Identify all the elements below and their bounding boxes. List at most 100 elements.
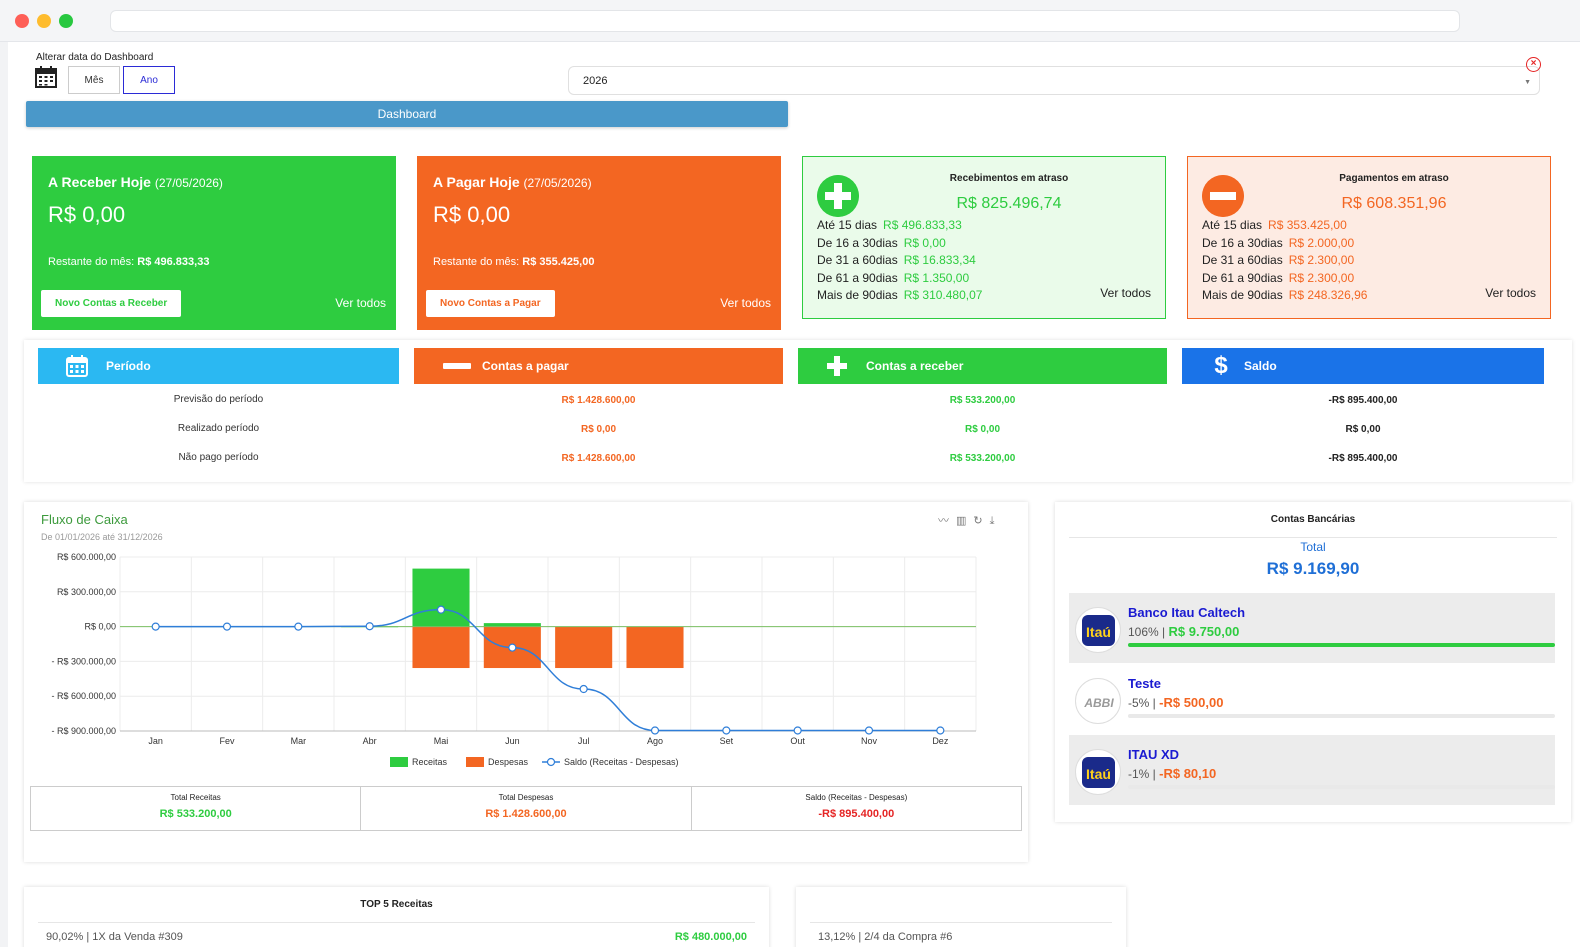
abbi-logo: ABBI bbox=[1075, 678, 1121, 724]
x-tick-label: Fev bbox=[219, 736, 235, 746]
payable-value: R$ 1.428.600,00 bbox=[561, 395, 636, 406]
download-icon[interactable]: ⤓ bbox=[989, 515, 1002, 527]
late-receipts-list: Até 15 dias R$ 496.833,33 De 16 a 30dias R… bbox=[817, 217, 982, 305]
minimize-window-button[interactable] bbox=[37, 14, 51, 28]
dollar-icon: $ bbox=[1214, 352, 1228, 379]
total-balance: Saldo (Receitas - Despesas) -R$ 895.400,… bbox=[805, 793, 908, 820]
cash-flow-panel: Fluxo de Caixa De 01/01/2026 até 31/12/2… bbox=[24, 502, 1028, 862]
bank-accounts-title: Contas Bancárias bbox=[1270, 514, 1356, 525]
y-tick-label: R$ 600.000,00 bbox=[57, 552, 116, 562]
bank-info: -5% | -R$ 500,00 bbox=[1128, 695, 1224, 710]
top5-income-title: TOP 5 Receitas bbox=[360, 899, 433, 910]
year-select[interactable]: 2026 ▼ bbox=[568, 66, 1540, 95]
late-payments-row: De 31 a 60dias R$ 2.300,00 bbox=[1202, 253, 1355, 267]
date-change-label: Alterar data do Dashboard bbox=[36, 52, 154, 63]
bank-info: -1% | -R$ 80,10 bbox=[1128, 766, 1217, 781]
x-tick-label: Set bbox=[720, 736, 734, 746]
bank-share-bar bbox=[1128, 643, 1555, 647]
legend-label: Despesas bbox=[488, 757, 529, 767]
top5-expense-row: 13,12% | 2/4 da Compra #6 bbox=[818, 931, 953, 943]
bar-despesas bbox=[555, 626, 613, 669]
late-receipts-row: Até 15 dias R$ 496.833,33 bbox=[817, 218, 962, 232]
bank-name: ITAU XD bbox=[1128, 747, 1180, 762]
legend-label: Receitas bbox=[412, 757, 448, 767]
month-mode-button[interactable]: Mês bbox=[68, 66, 120, 94]
late-payments-row: Mais de 90dias R$ 248.326,96 bbox=[1202, 288, 1368, 302]
bank-total-value: R$ 9.169,90 bbox=[1266, 559, 1360, 578]
late-receipts-row: De 61 a 90dias R$ 1.350,00 bbox=[817, 270, 970, 285]
pay-today-amount: R$ 0,00 bbox=[433, 202, 511, 227]
late-payments-see-all-link[interactable]: Ver todos bbox=[1485, 286, 1536, 300]
late-payments-title: Pagamentos em atraso bbox=[1339, 173, 1449, 184]
legend-swatch bbox=[390, 757, 408, 767]
title-bar bbox=[0, 0, 1580, 42]
balance-point bbox=[151, 622, 160, 631]
y-tick-label: R$ 0,00 bbox=[84, 622, 116, 632]
svg-text:Itaú: Itaú bbox=[1086, 624, 1111, 640]
late-receipts-amount: R$ 825.496,74 bbox=[956, 195, 1062, 212]
x-tick-label: Mar bbox=[291, 736, 307, 746]
top5-expense-panel: 13,12% | 2/4 da Compra #6 bbox=[796, 887, 1126, 947]
pay-today-card: A Pagar Hoje (27/05/2026) R$ 0,00 Restan… bbox=[417, 156, 781, 330]
bank-total-label: Total bbox=[1300, 540, 1326, 554]
pay-see-all-link[interactable]: Ver todos bbox=[720, 296, 771, 310]
close-window-button[interactable] bbox=[15, 14, 29, 28]
receive-month-rest: Restante do mês: R$ 496.833,33 bbox=[48, 256, 210, 268]
late-payments-list: Até 15 dias R$ 353.425,00 De 16 a 30dias R… bbox=[1202, 217, 1367, 305]
payable-header: Contas a pagar bbox=[414, 348, 783, 384]
late-payments-amount: R$ 608.351,96 bbox=[1341, 195, 1447, 212]
balance-point bbox=[722, 726, 731, 735]
balance-point bbox=[650, 726, 660, 735]
top5-income-panel: TOP 5 Receitas 90,02% | 1X da Venda #309… bbox=[24, 887, 769, 947]
year-mode-button[interactable]: Ano bbox=[123, 66, 175, 94]
divider bbox=[38, 922, 755, 923]
minus-icon bbox=[443, 363, 471, 369]
bar-receitas bbox=[483, 623, 541, 627]
bar-despesas bbox=[626, 626, 684, 669]
y-tick-label: - R$ 300.000,00 bbox=[51, 656, 116, 666]
new-receivable-button[interactable]: Novo Contas a Receber bbox=[41, 290, 182, 317]
late-payments-card: Pagamentos em atraso R$ 608.351,96 Até 1… bbox=[1187, 156, 1551, 319]
calendar-icon[interactable] bbox=[35, 66, 57, 88]
chart-subtitle: De 01/01/2026 até 31/12/2026 bbox=[41, 532, 163, 542]
period-header: Período bbox=[38, 348, 399, 384]
receive-see-all-link[interactable]: Ver todos bbox=[335, 296, 386, 310]
x-tick-label: Jun bbox=[505, 736, 520, 746]
calendar-icon bbox=[66, 355, 88, 377]
cash-flow-chart: R$ 600.000,00 R$ 300.000,00 R$ 0,00 - R$ 30… bbox=[51, 552, 977, 767]
plus-icon bbox=[817, 175, 859, 217]
receive-today-card: A Receber Hoje (27/05/2026) R$ 0,00 Rest… bbox=[32, 156, 396, 330]
balance-point bbox=[508, 643, 517, 652]
bank-account-item[interactable]: ABBI Teste -5% | -R$ 500,00 bbox=[1069, 664, 1555, 734]
balance-header: $ Saldo bbox=[1182, 348, 1544, 384]
clear-icon[interactable]: × bbox=[1526, 57, 1541, 72]
chevron-down-icon: ▼ bbox=[1524, 79, 1531, 86]
late-receipts-row: De 31 a 60dias R$ 16.833,34 bbox=[817, 253, 976, 267]
address-bar[interactable] bbox=[110, 10, 1460, 32]
bank-name: Teste bbox=[1128, 676, 1161, 691]
svg-text:ABBI: ABBI bbox=[1083, 696, 1114, 710]
balance-value: -R$ 895.400,00 bbox=[1328, 395, 1398, 406]
late-payments-row: De 16 a 30dias R$ 2.000,00 bbox=[1202, 235, 1355, 250]
maximize-window-button[interactable] bbox=[59, 14, 73, 28]
tab-dashboard[interactable]: Dashboard bbox=[26, 101, 788, 127]
receivable-value: R$ 533.200,00 bbox=[949, 395, 1016, 406]
bar-chart-icon[interactable]: ▥ bbox=[956, 515, 974, 527]
balance-value: -R$ 895.400,00 bbox=[1328, 453, 1398, 464]
line-chart-icon[interactable]: 〰 bbox=[938, 515, 956, 527]
balance-point bbox=[222, 622, 232, 631]
refresh-icon[interactable]: ↻ bbox=[973, 515, 990, 527]
bank-account-item[interactable]: Itaú Banco Itau Caltech 106% | R$ 9.750,… bbox=[1069, 593, 1555, 663]
new-payable-button[interactable]: Novo Contas a Pagar bbox=[426, 290, 555, 317]
chart-toolbar: 〰▥↻⤓ bbox=[938, 512, 1002, 528]
svg-text:Itaú: Itaú bbox=[1086, 766, 1111, 782]
bank-account-item[interactable]: Itaú ITAU XD -1% | -R$ 80,10 bbox=[1069, 735, 1555, 805]
x-tick-label: Dez bbox=[932, 736, 949, 746]
late-receipts-row: Mais de 90dias R$ 310.480,07 bbox=[817, 288, 983, 302]
late-payments-row: Até 15 dias R$ 353.425,00 bbox=[1202, 218, 1347, 232]
pay-month-rest: Restante do mês: R$ 355.425,00 bbox=[433, 256, 595, 268]
itau-logo: Itaú bbox=[1075, 749, 1121, 795]
x-tick-label: Jan bbox=[148, 736, 163, 746]
bank-accounts-panel: Contas Bancárias Total R$ 9.169,90 Itaú … bbox=[1055, 502, 1571, 822]
late-receipts-see-all-link[interactable]: Ver todos bbox=[1100, 286, 1151, 300]
